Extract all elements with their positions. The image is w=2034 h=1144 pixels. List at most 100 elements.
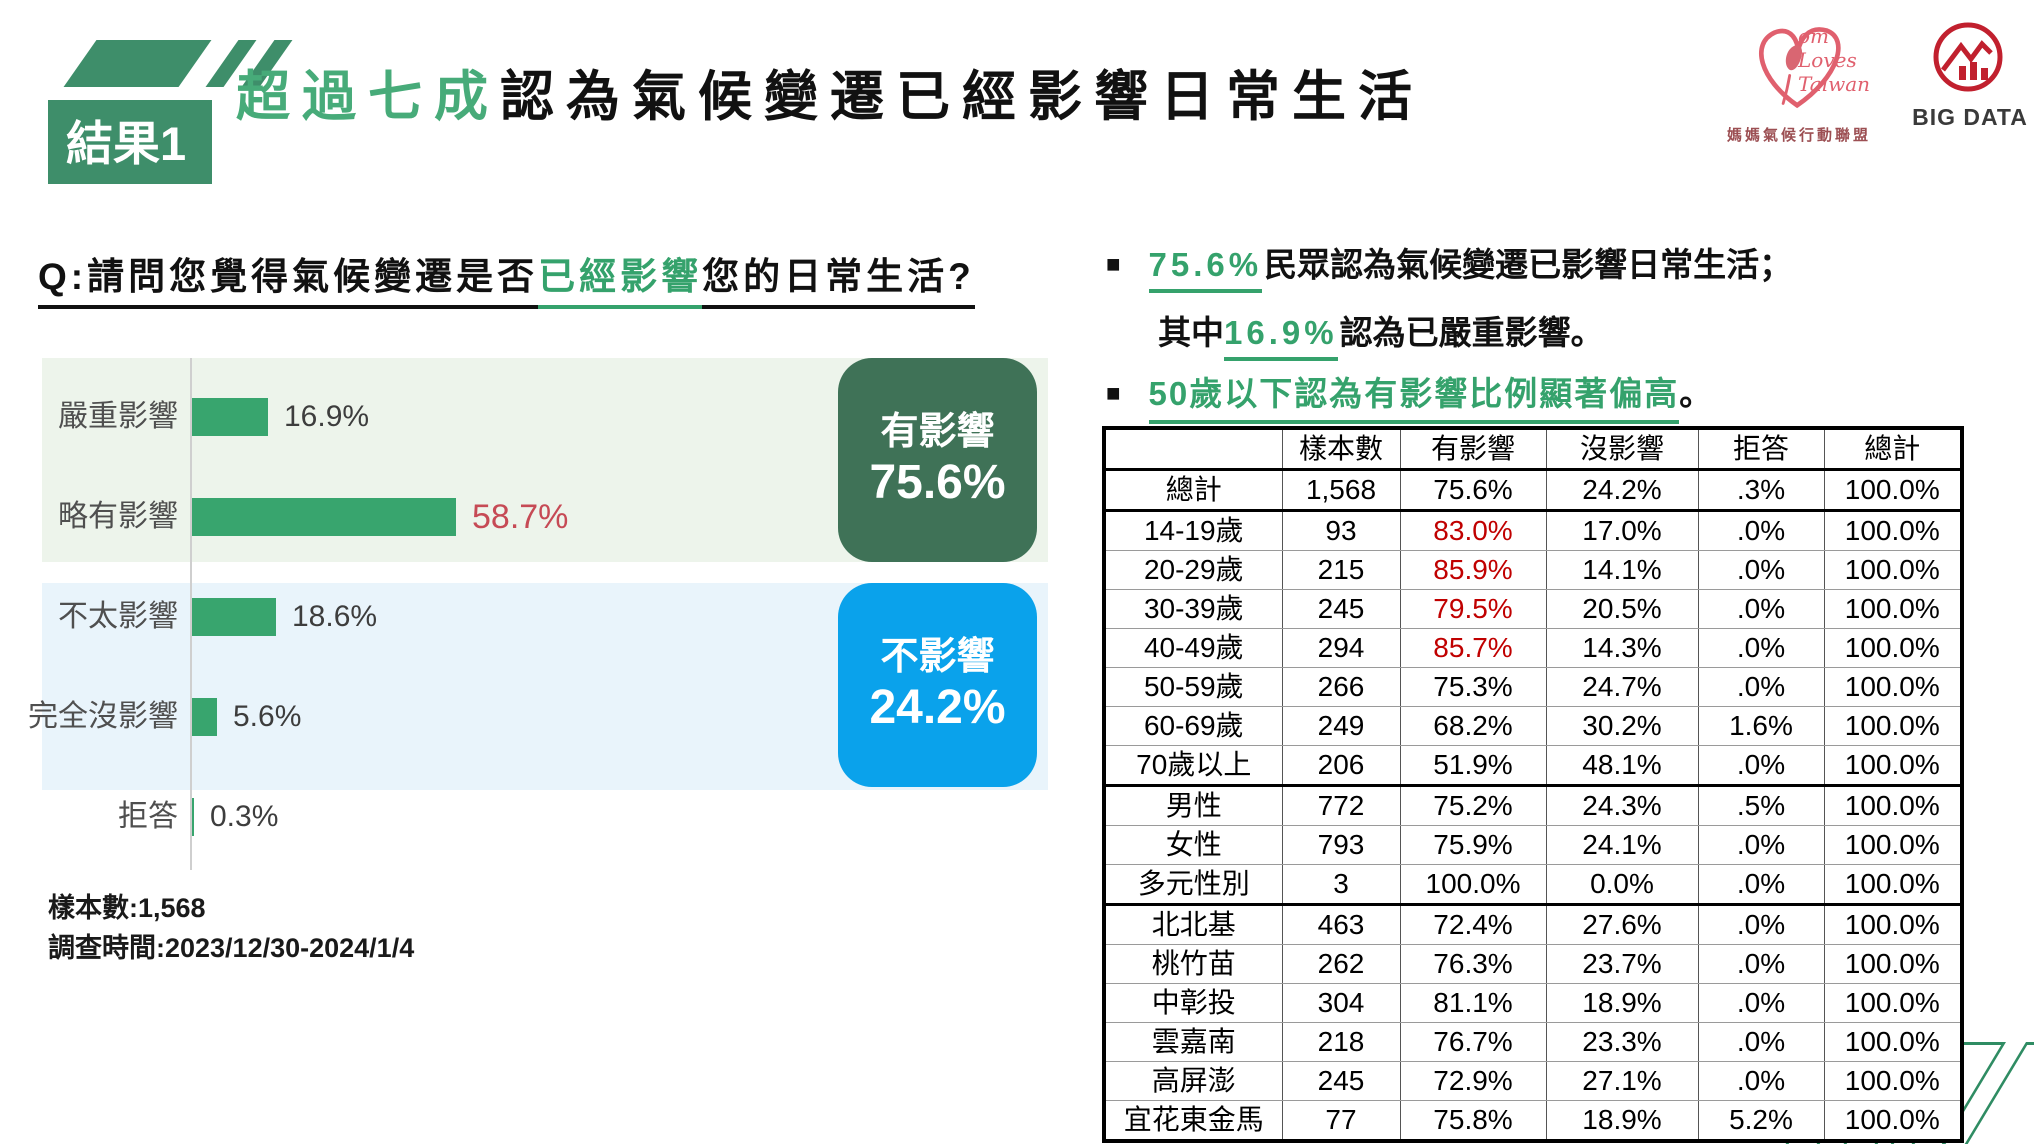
table-cell: 18.9% [1545, 983, 1699, 1023]
bar-category-label: 略有影響 [58, 500, 178, 533]
table-cell: .0% [1697, 904, 1825, 945]
table-cell: 100.0% [1823, 983, 1963, 1023]
result-badge-label: 結果1 [66, 117, 187, 170]
table-cell: 68.2% [1399, 706, 1547, 746]
bar-value-label: 18.6% [292, 600, 378, 633]
bar [192, 398, 268, 436]
table-row-label: 雲嘉南 [1103, 1022, 1283, 1062]
table-cell: 266 [1281, 667, 1401, 707]
bar [192, 798, 194, 836]
table-header-cell: 樣本數 [1281, 427, 1401, 470]
table-cell: 72.9% [1399, 1061, 1547, 1101]
chart-footnotes: 樣本數:1,568 調查時間:2023/12/30-2024/1/4 [48, 888, 414, 968]
table-header-cell: 總計 [1823, 427, 1963, 470]
not-affected-summary-box: 不影響 24.2% [838, 583, 1037, 787]
table-cell: .0% [1697, 1022, 1825, 1062]
bar-value-label: 16.9% [284, 400, 370, 433]
table-cell: 75.3% [1399, 667, 1547, 707]
table-cell: 100.0% [1823, 1100, 1963, 1142]
table-cell: 100.0% [1823, 944, 1963, 984]
sample-size-note: 樣本數:1,568 [48, 893, 206, 923]
table-cell: 245 [1281, 1061, 1401, 1101]
table-row-label: 男性 [1103, 785, 1283, 826]
table-cell: 75.2% [1399, 785, 1547, 826]
table-row-label: 北北基 [1103, 904, 1283, 945]
table-cell: 17.0% [1545, 510, 1699, 551]
table-header-cell: 拒答 [1697, 427, 1825, 470]
table-row: 雲嘉南 218 76.7% 23.3% .0% 100.0% [1103, 1022, 1963, 1062]
text-segment: 50歲以下認為有影響比例顯著偏高 [1148, 372, 1680, 424]
stats-table: 樣本數 有影響 沒影響 拒答 總計 總計 1,568 75.6% 24.2% .3% 100.0% 1… [1102, 426, 1964, 1143]
table-cell: .0% [1697, 983, 1825, 1023]
table-cell: 1,568 [1281, 469, 1401, 511]
table-cell: 27.1% [1545, 1061, 1699, 1101]
table-cell: 100.0% [1823, 864, 1963, 905]
finding-bullet-2-text: 50歲以下認為有影響比例顯著偏高。 [1148, 372, 1713, 424]
table-cell: 76.3% [1399, 944, 1547, 984]
table-row-label: 50-59歲 [1103, 667, 1283, 707]
affected-summary-value: 75.6% [869, 456, 1006, 509]
table-header-row: 樣本數 有影響 沒影響 拒答 總計 [1103, 427, 1963, 470]
table-row: 60-69歲 249 68.2% 30.2% 1.6% 100.0% [1103, 706, 1963, 746]
table-cell: 48.1% [1545, 745, 1699, 786]
affected-summary-box: 有影響 75.6% [838, 358, 1037, 562]
table-cell: .0% [1697, 667, 1825, 707]
table-cell: 85.9% [1399, 550, 1547, 590]
bar [192, 698, 217, 736]
heart-icon [1758, 27, 1841, 109]
table-row: 20-29歲 215 85.9% 14.1% .0% 100.0% [1103, 550, 1963, 590]
bar-value-label: 5.6% [233, 700, 302, 733]
table-cell: 30.2% [1545, 706, 1699, 746]
table-row: 女性 793 75.9% 24.1% .0% 100.0% [1103, 825, 1963, 865]
mlt-script-line: Taiwan [1798, 72, 1871, 96]
table-cell: 72.4% [1399, 904, 1547, 945]
finding-bullet-1-line-2: 其中16.9%認為已嚴重影響。 [1158, 311, 1792, 361]
table-row: 多元性別 3 100.0% 0.0% .0% 100.0% [1103, 864, 1963, 905]
table-cell: 27.6% [1545, 904, 1699, 945]
table-cell: 75.9% [1399, 825, 1547, 865]
table-cell: .0% [1697, 825, 1825, 865]
table-cell: 100.0% [1823, 904, 1963, 945]
table-row-label: 20-29歲 [1103, 550, 1283, 590]
table-cell: 100.0% [1823, 825, 1963, 865]
table-cell: 100.0% [1823, 628, 1963, 668]
table-row-label: 多元性別 [1103, 864, 1283, 905]
mlt-script-line: Loves [1798, 48, 1857, 72]
table-cell: 100.0% [1823, 550, 1963, 590]
table-cell: 304 [1281, 983, 1401, 1023]
table-row: 14-19歲 93 83.0% 17.0% .0% 100.0% [1103, 510, 1963, 551]
table-header-cell [1103, 427, 1283, 470]
text-segment: Q:請問您覺得氣候變遷是否 [38, 246, 539, 309]
table-row: 桃竹苗 262 76.3% 23.7% .0% 100.0% [1103, 944, 1963, 984]
table-cell: 100.0% [1823, 510, 1963, 551]
table-row: 男性 772 75.2% 24.3% .5% 100.0% [1103, 785, 1963, 826]
text-segment: 民眾認為氣候變遷已影響日常生活； [1264, 246, 1793, 283]
table-cell: 793 [1281, 825, 1401, 865]
table-cell: .0% [1697, 745, 1825, 786]
table-cell: 262 [1281, 944, 1401, 984]
bar-category-label: 不太影響 [58, 600, 178, 633]
text-segment: 其中 [1158, 314, 1224, 351]
finding-bullet-1-line-1: 75.6%民眾認為氣候變遷已影響日常生活； [1148, 243, 1793, 293]
header-parallelogram-decoration [63, 40, 212, 87]
table-cell: 14.3% [1545, 628, 1699, 668]
table-row-label: 桃竹苗 [1103, 944, 1283, 984]
bar-row-4: 完全沒影響 5.6% [0, 697, 1100, 737]
bar-row-2: 略有影響 58.7% [0, 497, 1100, 537]
big-data-circle-icon [1933, 22, 2003, 92]
table-row-label: 14-19歲 [1103, 510, 1283, 551]
bar-category-label: 完全沒影響 [28, 700, 178, 733]
table-row: 50-59歲 266 75.3% 24.7% .0% 100.0% [1103, 667, 1963, 707]
text-segment: 。 [1679, 375, 1713, 412]
bar-row-3: 不太影響 18.6% [0, 597, 1100, 637]
table-row: 30-39歲 245 79.5% 20.5% .0% 100.0% [1103, 589, 1963, 629]
not-affected-summary-value: 24.2% [869, 681, 1006, 734]
page-title-rest: 認為氣候變遷已經影響日常生活 [500, 67, 1424, 127]
table-cell: 100.0% [1823, 589, 1963, 629]
table-cell: 100.0% [1823, 785, 1963, 826]
table-row-label: 總計 [1103, 469, 1283, 511]
text-segment: 您的日常生活? [702, 246, 975, 309]
table-cell: 14.1% [1545, 550, 1699, 590]
table-row: 70歲以上 206 51.9% 48.1% .0% 100.0% [1103, 745, 1963, 786]
